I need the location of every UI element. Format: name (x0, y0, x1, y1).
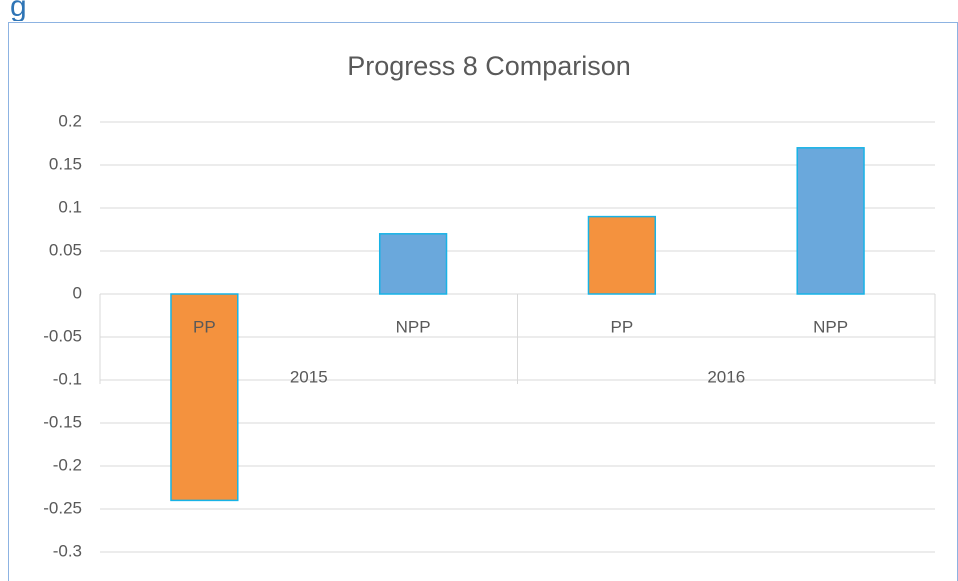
x-tick-label: PP (193, 317, 216, 336)
y-tick-label: -0.1 (53, 369, 82, 388)
bar (796, 147, 865, 295)
chart-border (8, 22, 958, 581)
x-tick-label: NPP (813, 317, 848, 336)
bar (170, 293, 239, 502)
y-tick-label: -0.05 (43, 326, 82, 345)
bar (587, 215, 657, 295)
y-tick-label: 0 (73, 283, 82, 302)
x-tick-label: PP (611, 317, 634, 336)
bar (378, 233, 448, 295)
y-tick-label: 0.2 (58, 111, 82, 130)
y-tick-label: -0.25 (43, 498, 82, 517)
y-tick-label: 0.05 (49, 240, 82, 259)
y-tick-label: 0.15 (49, 154, 82, 173)
group-label: 2015 (290, 367, 328, 386)
page-heading: g (10, 0, 27, 23)
group-label: 2016 (707, 367, 745, 386)
y-tick-label: -0.3 (53, 541, 82, 560)
x-tick-label: NPP (396, 317, 431, 336)
y-tick-label: -0.2 (53, 455, 82, 474)
y-tick-label: 0.1 (58, 197, 82, 216)
y-tick-label: -0.15 (43, 412, 82, 431)
chart-title: Progress 8 Comparison (347, 51, 631, 81)
